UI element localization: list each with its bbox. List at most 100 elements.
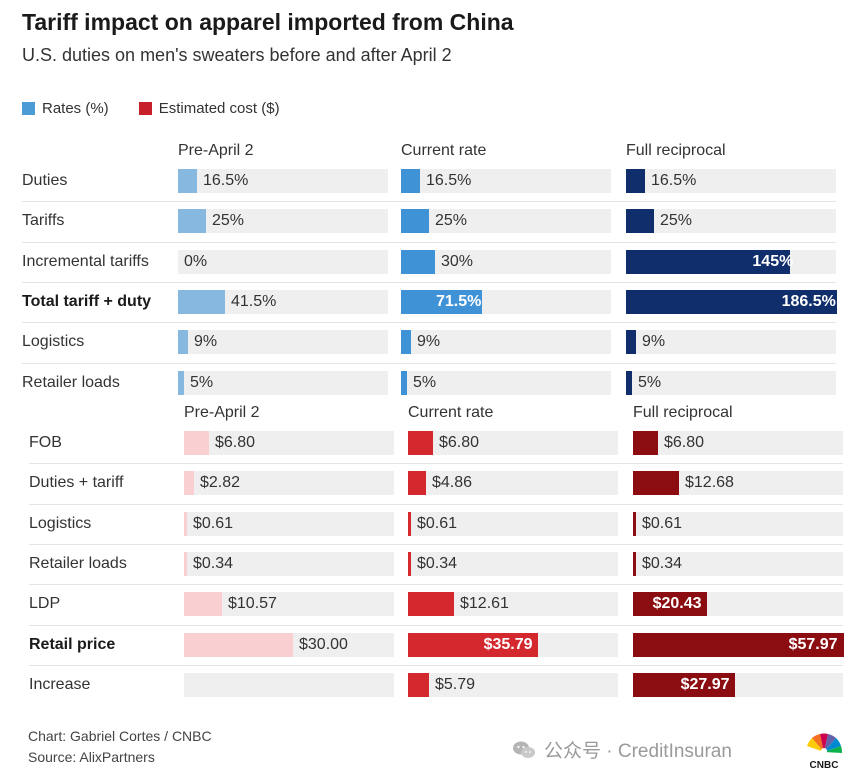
rates-row-label: Total tariff + duty	[22, 293, 152, 310]
cost-cell: $6.80	[633, 431, 843, 455]
rates-cell: 5%	[626, 371, 836, 395]
rates-bar	[626, 371, 632, 395]
rates-bar	[401, 371, 407, 395]
cost-value-label: $0.61	[193, 515, 234, 532]
rates-value-label: 25%	[435, 212, 468, 229]
cost-row-separator	[29, 665, 843, 666]
cost-cell: $0.34	[633, 552, 843, 576]
cost-bar	[633, 431, 658, 455]
cost-value-label: $0.61	[642, 515, 683, 532]
cost-bar	[633, 471, 679, 495]
rates-value-label: 71.5%	[436, 293, 482, 310]
cost-bar	[408, 592, 454, 616]
cost-value-label: $6.80	[215, 434, 256, 451]
rates-value-label: 0%	[184, 253, 208, 270]
cost-cell: $12.68	[633, 471, 843, 495]
logo-text: CNBC	[810, 760, 839, 770]
cnbc-peacock-logo: CNBC	[807, 733, 843, 770]
cost-cell: $0.34	[184, 552, 394, 576]
rates-row-separator	[22, 322, 836, 323]
cost-column-header: Full reciprocal	[633, 404, 733, 421]
rates-cell: 25%	[401, 209, 611, 233]
rates-value-label: 41.5%	[231, 293, 277, 310]
cost-row-label: LDP	[29, 595, 61, 612]
cost-cell: $5.79	[408, 673, 618, 697]
cost-row-label: Duties + tariff	[29, 474, 124, 491]
legend-label-cost: Estimated cost ($)	[158, 99, 280, 117]
cost-cell: $0.61	[633, 512, 843, 536]
wechat-icon	[513, 741, 535, 758]
legend-item-rates: Rates (%)	[22, 100, 109, 117]
rates-bar	[626, 330, 636, 354]
cost-bar	[633, 673, 735, 697]
rates-cell: 0%	[178, 250, 388, 274]
rates-row-label: Retailer loads	[22, 374, 120, 391]
cost-bar	[184, 552, 187, 576]
rates-bar	[401, 169, 420, 193]
rates-cell: 9%	[178, 330, 388, 354]
rates-row-label: Duties	[22, 172, 68, 189]
rates-column-header: Pre-April 2	[178, 142, 254, 159]
cost-value-label: $5.79	[435, 676, 476, 693]
rates-value-label: 30%	[441, 253, 474, 270]
cost-row-separator	[29, 504, 843, 505]
rates-cell: 25%	[626, 209, 836, 233]
cost-bar	[408, 471, 426, 495]
cost-row-separator	[29, 544, 843, 545]
rates-row-label: Logistics	[22, 333, 85, 350]
cost-bar	[408, 512, 411, 536]
cost-cell: $0.61	[184, 512, 394, 536]
cost-value-label: $20.43	[652, 595, 702, 612]
cost-bar	[184, 512, 187, 536]
rates-value-label: 5%	[190, 374, 214, 391]
rates-cell: 30%	[401, 250, 611, 274]
rates-cell: 9%	[401, 330, 611, 354]
rates-row-separator	[22, 363, 836, 364]
cost-value-label: $2.82	[200, 474, 241, 491]
rates-value-label: 9%	[194, 333, 218, 350]
cost-cell: $0.34	[408, 552, 618, 576]
cost-bar	[184, 431, 209, 455]
rates-value-label: 9%	[417, 333, 441, 350]
cost-column-header: Current rate	[408, 404, 494, 421]
rates-bar	[178, 169, 197, 193]
rates-value-label: 25%	[212, 212, 245, 229]
cost-cell: $20.43	[633, 592, 843, 616]
rates-cell: 145%	[626, 250, 836, 274]
rates-cell: 5%	[401, 371, 611, 395]
cost-cell: $6.80	[184, 431, 394, 455]
cost-row-separator	[29, 584, 843, 585]
cost-bar	[408, 431, 433, 455]
cost-cell: $27.97	[633, 673, 843, 697]
legend-swatch-rates	[22, 101, 35, 115]
watermark: 公众号 · CreditInsuran	[512, 736, 732, 763]
rates-bar	[178, 330, 188, 354]
cost-value-label: $30.00	[299, 636, 348, 653]
cost-row-label: Retail price	[29, 636, 116, 653]
chart-subtitle: U.S. duties on men's sweaters before and…	[22, 45, 452, 65]
cost-bar	[633, 633, 844, 657]
cost-bar	[184, 471, 194, 495]
cost-cell: $4.86	[408, 471, 618, 495]
chart-source: Source: AlixPartners	[28, 749, 155, 765]
rates-bar	[401, 290, 482, 314]
cost-cell: $0.61	[408, 512, 618, 536]
legend-swatch-cost	[138, 101, 152, 115]
rates-cell: 71.5%	[401, 290, 611, 314]
rates-bar	[626, 169, 645, 193]
rates-bar	[178, 371, 184, 395]
rates-row-label: Incremental tariffs	[22, 253, 149, 270]
rates-value-label: 16.5%	[651, 172, 697, 189]
cost-row-label: Logistics	[29, 515, 92, 532]
cost-column-header: Pre-April 2	[184, 404, 260, 421]
legend-item-cost: Estimated cost ($)	[138, 99, 280, 117]
rates-value-label: 145%	[752, 253, 794, 270]
cost-bar	[408, 552, 411, 576]
cost-bar	[408, 673, 429, 697]
rates-cell: 9%	[626, 330, 836, 354]
rates-bar	[626, 250, 790, 274]
rates-bar	[401, 330, 411, 354]
cost-value-label: $12.61	[460, 595, 509, 612]
cost-row-label: FOB	[29, 434, 62, 451]
legend: Rates (%) Estimated cost ($)	[22, 98, 310, 118]
